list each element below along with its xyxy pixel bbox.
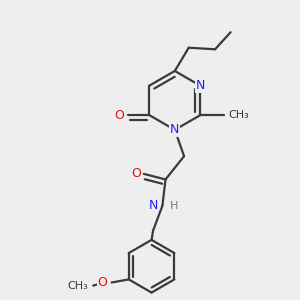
Text: O: O bbox=[131, 167, 141, 180]
Text: O: O bbox=[115, 109, 124, 122]
Text: N: N bbox=[148, 199, 158, 212]
Text: CH₃: CH₃ bbox=[228, 110, 249, 120]
Text: N: N bbox=[170, 123, 179, 136]
Text: O: O bbox=[97, 276, 107, 289]
Text: N: N bbox=[196, 79, 205, 92]
Text: H: H bbox=[170, 201, 178, 211]
Text: CH₃: CH₃ bbox=[68, 280, 88, 291]
